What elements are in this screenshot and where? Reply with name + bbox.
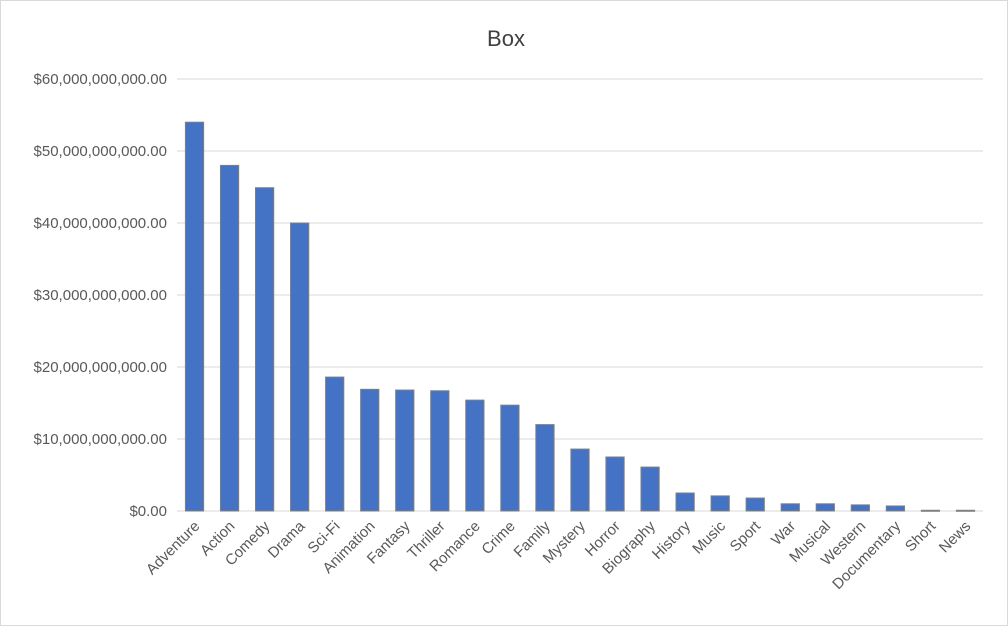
x-tick-label: Adventure (143, 518, 203, 578)
x-tick-label: Sport (727, 517, 765, 555)
chart-title: Box (487, 26, 525, 51)
bar-western (850, 504, 870, 512)
bar-action (219, 164, 240, 512)
bar-comedy (254, 187, 275, 512)
bar-fantasy (395, 389, 415, 512)
x-tick-label: Music (689, 517, 729, 557)
y-tick-label: $50,000,000,000.00 (34, 143, 167, 160)
bar-horror (605, 456, 625, 512)
x-axis-ticks: AdventureActionComedyDramaSci-FiAnimatio… (143, 517, 974, 593)
bar-animation (360, 388, 380, 512)
bar-romance (465, 399, 485, 512)
bar-sport (745, 497, 765, 512)
y-tick-label: $20,000,000,000.00 (34, 359, 167, 376)
bar-history (675, 492, 695, 512)
x-tick-label: News (936, 518, 975, 557)
bars (184, 121, 976, 512)
y-tick-label: $40,000,000,000.00 (34, 215, 167, 232)
bar-crime (500, 404, 520, 512)
bar-music (710, 495, 730, 512)
bar-drama (290, 222, 310, 512)
y-axis-ticks: $0.00 $10,000,000,000.00 $20,000,000,000.0… (34, 71, 167, 520)
bar-adventure (184, 121, 205, 512)
bar-war (780, 503, 800, 512)
bar-documentary (885, 505, 906, 512)
bar-mystery (570, 448, 590, 512)
bar-short (920, 509, 941, 512)
bar-biography (640, 466, 660, 512)
bar-thriller (430, 390, 450, 512)
bar-sci-fi (325, 376, 345, 512)
x-tick-label: History (649, 517, 694, 562)
y-tick-label: $60,000,000,000.00 (34, 71, 167, 88)
y-tick-label: $30,000,000,000.00 (34, 287, 167, 304)
y-tick-label: $10,000,000,000.00 (34, 431, 167, 448)
x-tick-label: Drama (265, 517, 309, 561)
bar-family (535, 424, 555, 512)
bar-news (955, 509, 976, 512)
y-tick-label: $0.00 (129, 503, 167, 520)
gridlines (177, 78, 983, 512)
x-tick-label: Short (902, 517, 940, 555)
bar-musical (815, 503, 835, 512)
